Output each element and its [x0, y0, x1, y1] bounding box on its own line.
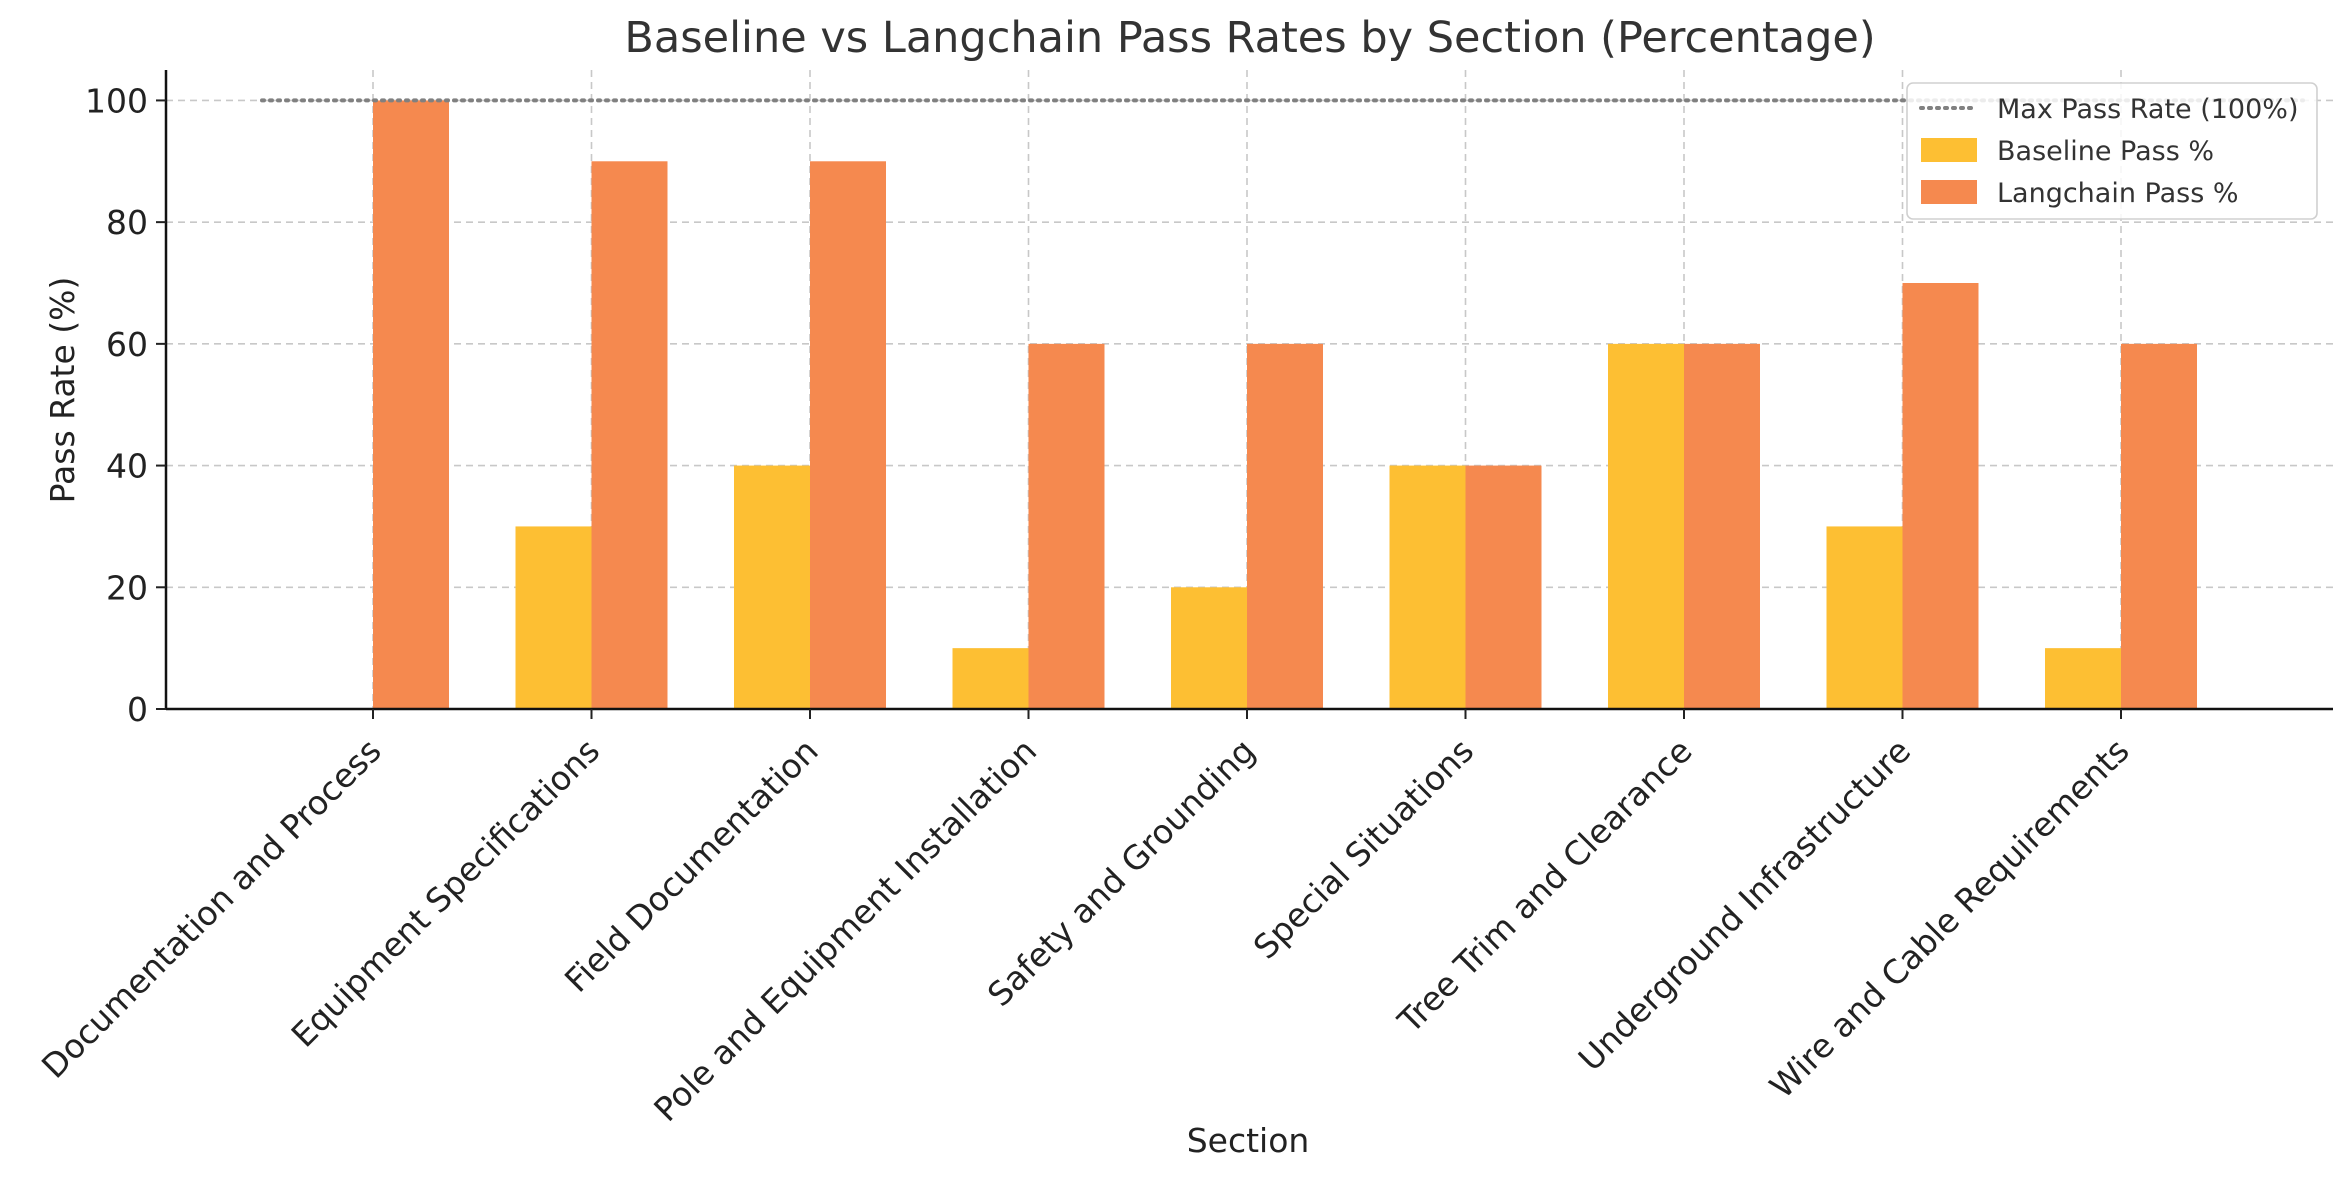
y-ticks: 0 20 40 60 80 100 — [85, 81, 166, 729]
x-tick-label: Wire and Cable Requirements — [1762, 731, 2137, 1106]
bars — [373, 100, 2197, 710]
baseline-bar — [1171, 587, 1247, 709]
legend-label: Max Pass Rate (100%) — [1997, 94, 2298, 125]
x-tick-label: Field Documentation — [557, 731, 826, 1000]
legend-baseline-swatch — [1921, 138, 1977, 162]
baseline-bar — [1608, 343, 1684, 709]
baseline-bar — [2045, 648, 2121, 709]
chart-title: Baseline vs Langchain Pass Rates by Sect… — [624, 13, 1875, 63]
y-tick-label: 0 — [127, 690, 148, 729]
y-tick-label: 20 — [106, 568, 148, 607]
baseline-bar — [1826, 526, 1903, 709]
langchain-bar — [591, 161, 668, 710]
y-tick-label: 100 — [85, 81, 148, 120]
langchain-bar — [1902, 283, 1979, 709]
x-tick-label: Documentation and Process — [34, 731, 389, 1086]
baseline-bar — [515, 526, 592, 709]
langchain-bar — [373, 100, 449, 709]
y-axis-label: Pass Rate (%) — [43, 277, 82, 504]
langchain-bar — [1465, 465, 1542, 709]
axes — [164, 70, 2333, 711]
baseline-bar — [952, 648, 1029, 709]
legend-label: Langchain Pass % — [1997, 178, 2239, 209]
langchain-bar — [1684, 343, 1760, 709]
baseline-bar — [734, 465, 810, 709]
baseline-bar — [1389, 465, 1466, 709]
y-tick-label: 60 — [106, 325, 148, 364]
y-tick-label: 40 — [106, 447, 148, 486]
y-tick-label: 80 — [106, 203, 148, 242]
x-tick-label: Special Situations — [1246, 731, 1481, 966]
x-tick-label: Pole and Equipment Installation — [646, 731, 1044, 1129]
langchain-bar — [2121, 343, 2197, 709]
legend-langchain-swatch — [1921, 180, 1977, 204]
langchain-bar — [1247, 343, 1323, 709]
legend-label: Baseline Pass % — [1997, 136, 2214, 167]
langchain-bar — [810, 161, 886, 710]
langchain-bar — [1028, 343, 1105, 709]
legend-box — [1906, 82, 2318, 220]
x-axis-label: Section — [1187, 1121, 1310, 1160]
legend: Max Pass Rate (100%) Baseline Pass % Langc… — [1906, 82, 2318, 220]
